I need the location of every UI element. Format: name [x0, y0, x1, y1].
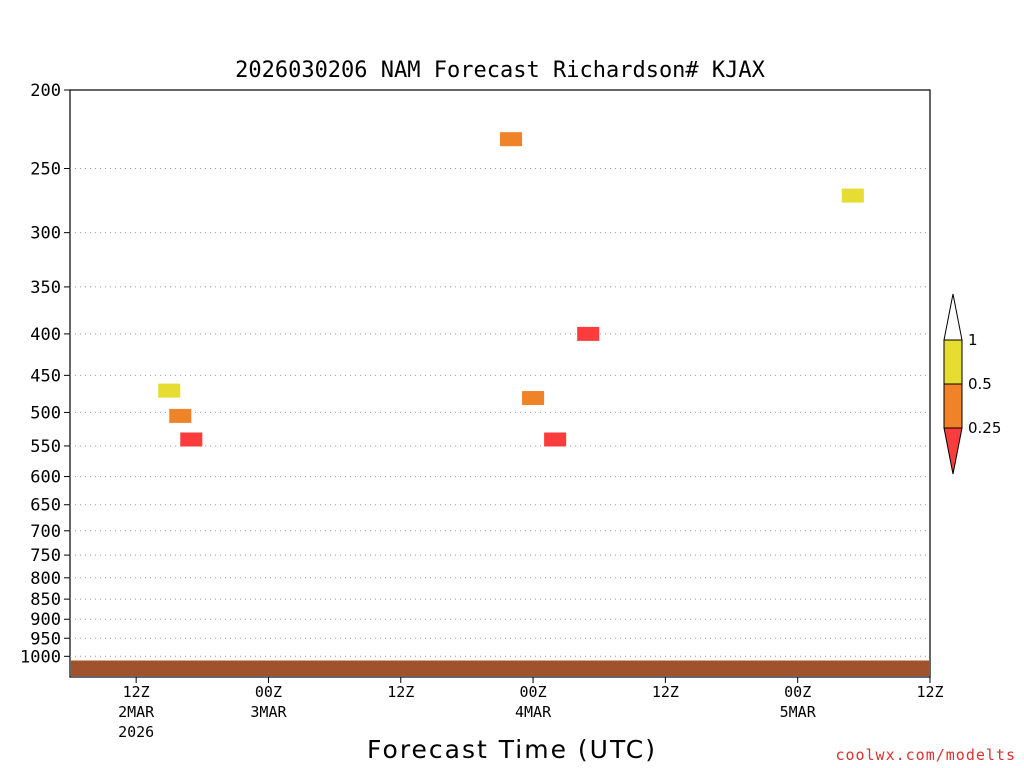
- x-axis-ticks: 12Z 2MAR 2026 00Z 3MAR 12Z 00Z 4MAR 12Z 00Z 5MAR 12…: [118, 677, 944, 741]
- y-tick-label: 300: [30, 224, 61, 244]
- x-tick-date: 3MAR: [250, 703, 287, 721]
- heatmap-cell: [158, 383, 181, 398]
- heatmap-cell: [544, 432, 567, 447]
- colorbar-label: 0.5: [968, 375, 992, 393]
- x-tick-date: 5MAR: [780, 703, 817, 721]
- y-tick-label: 600: [30, 468, 61, 488]
- colorbar-bin: [943, 383, 963, 429]
- x-tick-time: 00Z: [784, 683, 811, 701]
- y-tick-label: 550: [30, 437, 61, 457]
- heatmap-cell: [180, 432, 203, 447]
- heatmap-cell: [841, 188, 864, 203]
- y-axis-ticks: 200 250 300 350 400 450 500 550 600 650 700 750 8008…: [20, 81, 70, 667]
- x-tick-date: 4MAR: [515, 703, 552, 721]
- colorbar-label: 1: [968, 331, 978, 349]
- y-tick-label: 250: [30, 160, 61, 180]
- y-tick-label: 200: [30, 81, 61, 101]
- y-tick-label: 900: [30, 610, 61, 630]
- x-tick-time: 12Z: [916, 683, 943, 701]
- x-axis-label: Forecast Time (UTC): [367, 735, 657, 764]
- heatmap-cell: [169, 408, 192, 423]
- chart-title: 2026030206 NAM Forecast Richardson# KJAX: [235, 58, 766, 83]
- y-tick-label: 400: [30, 325, 61, 345]
- plot-area: [69, 89, 931, 678]
- heatmap-cells: [71, 132, 929, 676]
- y-tick-label: 800: [30, 569, 61, 589]
- colorbar-bin: [943, 339, 963, 385]
- colorbar-label: 0.25: [968, 419, 1001, 437]
- x-tick-time: 00Z: [255, 683, 282, 701]
- x-tick-time: 00Z: [520, 683, 547, 701]
- x-tick-time: 12Z: [123, 683, 150, 701]
- y-tick-label: 350: [30, 278, 61, 298]
- colorbar-bottom-arrow: [943, 427, 963, 475]
- y-tick-label: 950: [30, 629, 61, 649]
- heatmap-cell: [500, 132, 523, 147]
- colorbar-top-arrow: [943, 293, 963, 341]
- x-tick-time: 12Z: [387, 683, 414, 701]
- colorbar: 1 0.5 0.25: [943, 293, 1001, 475]
- y-tick-label: 450: [30, 366, 61, 386]
- heatmap-cell: [522, 391, 545, 406]
- y-tick-label: 500: [30, 403, 61, 423]
- grid-lines: [70, 168, 930, 657]
- x-tick-year: 2026: [118, 723, 154, 741]
- y-tick-label: 700: [30, 522, 61, 542]
- y-tick-label: 850: [30, 590, 61, 610]
- ground-strip: [71, 660, 929, 676]
- x-tick-date: 2MAR: [118, 703, 155, 721]
- y-tick-label: 650: [30, 496, 61, 516]
- watermark: coolwx.com/modelts: [835, 746, 1016, 764]
- plot-frame: [69, 89, 931, 678]
- y-tick-label: 1000: [20, 647, 61, 667]
- x-tick-time: 12Z: [652, 683, 679, 701]
- y-tick-label: 750: [30, 546, 61, 566]
- heatmap-cell: [577, 326, 600, 341]
